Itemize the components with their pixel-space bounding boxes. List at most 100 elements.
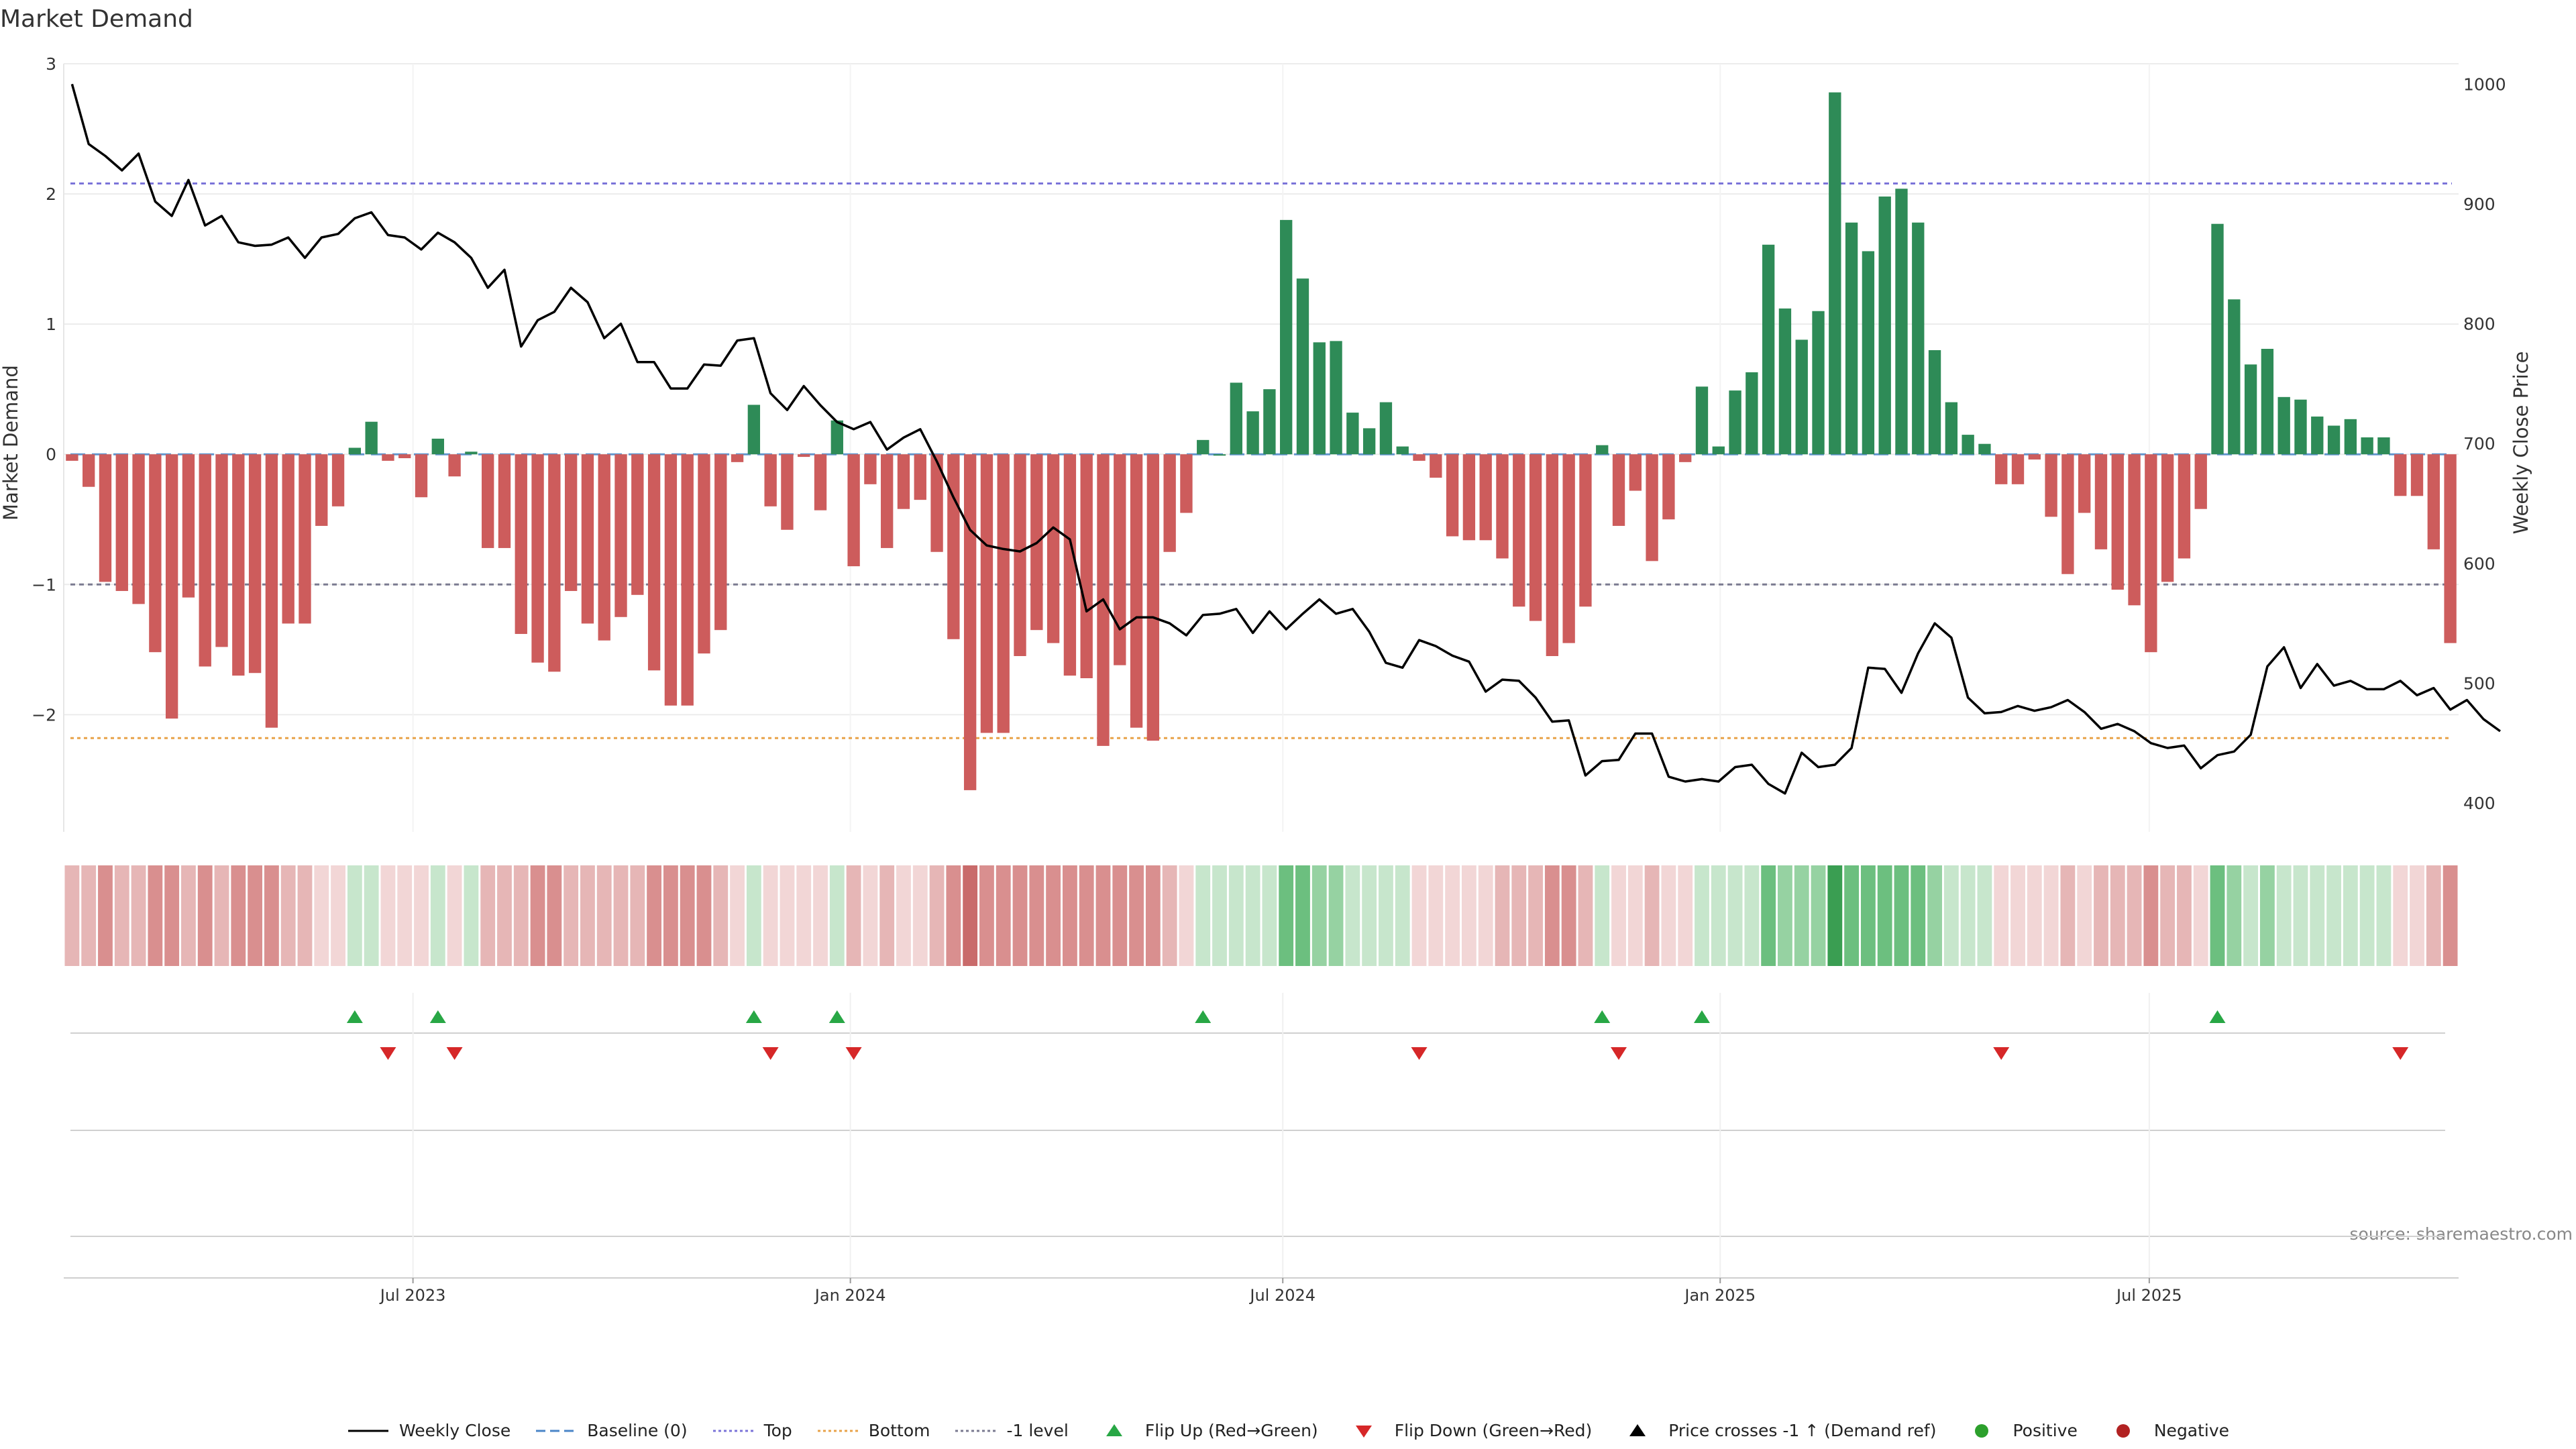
demand-bar — [1362, 428, 1376, 455]
demand-bar — [2061, 454, 2074, 574]
weekly-close-line — [70, 83, 2502, 795]
demand-bar — [1845, 222, 1858, 455]
demand-bar — [2178, 454, 2191, 559]
demand-bar — [1546, 454, 1559, 657]
demand-bar — [1629, 454, 1642, 491]
demand-bar — [2145, 454, 2157, 653]
demand-bar — [847, 454, 860, 567]
y2-axis-ticks: 1000 900 800 700 600 500 400 — [2463, 74, 2506, 813]
demand-bar — [564, 454, 578, 591]
demand-bar — [1330, 341, 1342, 455]
strip-cell — [1695, 865, 1709, 966]
strip-cell — [264, 865, 279, 966]
demand-bar — [132, 454, 145, 604]
demand-bar — [1213, 454, 1226, 456]
demand-bar — [947, 454, 960, 639]
demand-bar — [2078, 454, 2091, 513]
flip-down-marker — [1993, 1047, 2010, 1060]
legend-label: Bottom — [868, 1421, 930, 1440]
legend-swatch — [347, 1430, 388, 1432]
strip-cell — [596, 865, 612, 966]
demand-bar — [1146, 454, 1160, 741]
demand-bar — [1778, 308, 1792, 455]
strip-cell — [1362, 865, 1377, 966]
strip-cell — [1744, 865, 1760, 966]
strip-cell — [1311, 865, 1327, 966]
demand-bar — [2311, 416, 2324, 455]
demand-bar — [232, 454, 245, 676]
legend-swatch — [955, 1430, 996, 1432]
demand-bar — [681, 454, 694, 706]
strip-cell — [780, 865, 795, 966]
legend-item: Flip Down (Green→Red) — [1342, 1421, 1592, 1440]
demand-bar — [963, 454, 977, 790]
strip-cell — [1595, 865, 1610, 966]
demand-bar — [881, 454, 894, 548]
strip-cell — [1162, 865, 1177, 966]
demand-bar — [997, 454, 1010, 733]
strip-cell — [430, 865, 445, 966]
strip-cell — [580, 865, 595, 966]
strip-cell — [1179, 865, 1194, 966]
strip-cell — [946, 865, 961, 966]
demand-bar — [1130, 454, 1143, 728]
legend-item: Price crosses -1 ↑ (Demand ref) — [1616, 1421, 1936, 1440]
demand-bar — [83, 454, 95, 487]
y2-tick-label: 1000 — [2463, 74, 2506, 94]
legend-label: Negative — [2153, 1421, 2230, 1440]
demand-bar — [1462, 454, 1476, 541]
demand-bar — [66, 454, 78, 461]
strip-cell — [547, 865, 562, 966]
demand-bar — [1729, 390, 1741, 455]
flip-events-panel — [64, 993, 2459, 1279]
demand-bar — [115, 454, 128, 591]
demand-bar — [1529, 454, 1542, 621]
demand-bar — [215, 454, 228, 647]
strip-cell — [2127, 865, 2142, 966]
strip-cell — [480, 865, 496, 966]
legend-label: Top — [763, 1421, 792, 1440]
demand-bar — [1895, 189, 1908, 455]
demand-bar — [265, 454, 278, 728]
demand-bar — [1063, 454, 1077, 676]
strip-cell — [1511, 865, 1527, 966]
demand-bar — [781, 454, 794, 530]
demand-bar — [199, 454, 211, 667]
strip-cell — [1145, 865, 1161, 966]
demand-bar — [1712, 446, 1725, 455]
flip-down-marker — [380, 1047, 396, 1060]
strip-cell — [497, 865, 512, 966]
legend-item: Negative — [2102, 1421, 2229, 1440]
demand-bar — [1313, 342, 1326, 455]
strip-cell — [297, 865, 313, 966]
flip-up-marker — [1594, 1010, 1611, 1023]
strip-cell — [81, 865, 97, 966]
strip-cell — [1877, 865, 1892, 966]
x-axis-ticks: Jul 2023 Jan 2024 Jul 2024 Jan 2025 Jul 2025 — [379, 1278, 2182, 1305]
strip-cell — [2226, 865, 2242, 966]
demand-bar — [764, 454, 777, 506]
legend-swatch — [1975, 1424, 1989, 1438]
legend-item: Top — [712, 1421, 792, 1440]
legend-swatch — [1629, 1424, 1646, 1436]
strip-cell — [963, 865, 978, 966]
demand-bar — [798, 454, 810, 458]
source-note: source: sharemaestro.com — [2350, 1224, 2573, 1244]
flip-down-marker — [762, 1047, 779, 1060]
strip-cell — [1561, 865, 1576, 966]
demand-bar — [1180, 454, 1193, 513]
legend-item: Weekly Close — [347, 1421, 511, 1440]
x-tick-label: Jul 2023 — [379, 1286, 446, 1305]
demand-bar — [1014, 454, 1026, 657]
strip-cell — [1711, 865, 1726, 966]
demand-bar — [1746, 372, 1758, 455]
strip-cell — [314, 865, 329, 966]
strip-cell — [331, 865, 345, 966]
strip-cell — [1029, 865, 1044, 966]
strip-cell — [1262, 865, 1277, 966]
strip-cell — [1827, 865, 1843, 966]
strip-cell — [696, 865, 712, 966]
demand-bar — [1114, 454, 1126, 665]
strip-cell — [1379, 865, 1393, 966]
demand-bar — [1496, 454, 1509, 559]
